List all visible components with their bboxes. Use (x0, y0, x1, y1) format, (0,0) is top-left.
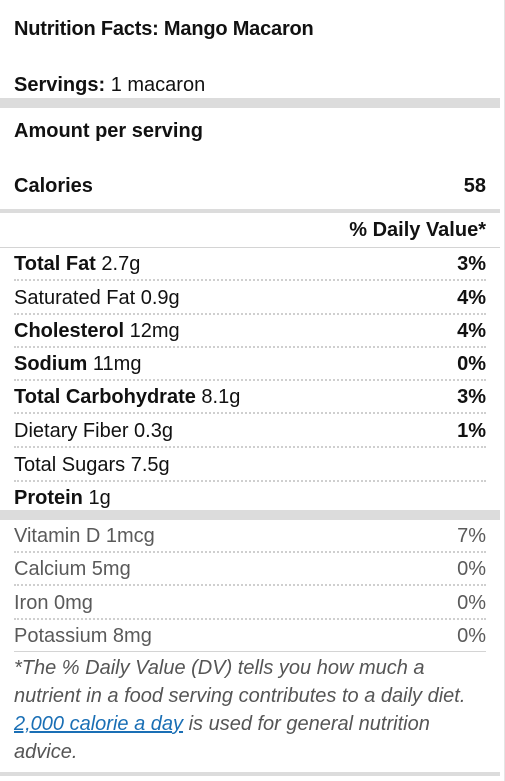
nutrient-amount: 2.7g (95, 252, 141, 275)
nutrient-amount: 0.3g (128, 419, 173, 442)
nutrient-amount: 8.1g (195, 385, 241, 408)
footnote-text: *The % Daily Value (DV) tells you how mu… (14, 657, 466, 707)
divider (0, 247, 500, 248)
vitamin-name: Vitamin D (14, 524, 101, 547)
nutrient-row-cholesterol: Cholesterol 12mg 4% (14, 316, 486, 348)
vitamin-row-iron: Iron 0mg 0% (14, 588, 486, 620)
servings-line: Servings: 1 macaron (14, 74, 205, 97)
nutrient-dv: 3% (457, 252, 486, 275)
nutrient-amount: 12mg (124, 319, 180, 342)
nutrient-row-total-carbohydrate: Total Carbohydrate 8.1g 3% (14, 382, 486, 414)
daily-value-footnote: *The % Daily Value (DV) tells you how mu… (14, 654, 490, 766)
nutrient-amount: 7.5g (125, 453, 170, 476)
nutrient-name: Dietary Fiber (14, 419, 129, 442)
vitamin-amount: 0mg (48, 591, 93, 614)
nutrient-row-saturated-fat: Saturated Fat 0.9g 4% (14, 283, 486, 315)
nutrient-dv: 4% (457, 319, 486, 342)
nutrient-row-dietary-fiber: Dietary Fiber 0.3g 1% (14, 416, 486, 448)
thick-divider (0, 98, 500, 108)
nutrient-row-total-fat: Total Fat 2.7g 3% (14, 249, 486, 281)
vitamin-row-potassium: Potassium 8mg 0% (14, 621, 486, 652)
nutrient-row-sodium: Sodium 11mg 0% (14, 349, 486, 381)
nutrient-dv: 1% (457, 419, 486, 442)
vitamin-dv: 0% (457, 591, 486, 614)
calories-value: 58 (463, 175, 486, 197)
nutrient-amount: 0.9g (135, 286, 180, 309)
vitamin-dv: 7% (457, 524, 486, 547)
vitamin-row-vitamin-d: Vitamin D 1mcg 7% (14, 521, 486, 553)
nutrient-name: Total Sugars (14, 453, 126, 476)
footnote-text-end: is used for general nutrition advice. (14, 713, 430, 763)
label-title: Nutrition Facts: Mango Macaron (14, 18, 314, 40)
vitamin-dv: 0% (457, 624, 486, 647)
nutrient-name: Sodium (14, 352, 88, 375)
thick-divider (0, 510, 500, 520)
calories-label: Calories (14, 175, 93, 197)
nutrient-amount: 11mg (87, 352, 142, 375)
nutrient-name: Total Carbohydrate (14, 385, 196, 408)
nutrient-row-total-sugars: Total Sugars 7.5g (14, 450, 486, 482)
vitamin-amount: 1mcg (100, 524, 155, 547)
nutrient-dv: 0% (457, 352, 486, 375)
vitamin-dv: 0% (457, 557, 486, 580)
nutrient-amount: 1g (82, 486, 111, 509)
calories-row: Calories 58 (14, 175, 486, 198)
amount-per-serving: Amount per serving (14, 120, 203, 142)
daily-value-header: % Daily Value* (349, 219, 486, 241)
vitamin-name: Potassium (14, 624, 108, 647)
nutrient-dv: 4% (457, 286, 486, 309)
servings-label: Servings: (14, 74, 106, 96)
medium-divider (0, 209, 500, 213)
vitamin-row-calcium: Calcium 5mg 0% (14, 554, 486, 586)
calorie-guidance-link[interactable]: 2,000 calorie a day (14, 713, 184, 735)
servings-value: 1 macaron (105, 74, 206, 96)
nutrient-name: Cholesterol (14, 319, 125, 342)
vitamin-name: Calcium (14, 557, 87, 580)
nutrient-name: Saturated Fat (14, 286, 136, 309)
vitamin-name: Iron (14, 591, 49, 614)
bottom-divider (0, 772, 500, 776)
nutrient-name: Protein (14, 486, 83, 509)
nutrient-dv: 3% (457, 385, 486, 408)
nutrient-name: Total Fat (14, 252, 96, 275)
nutrient-row-protein: Protein 1g (14, 483, 486, 513)
vitamin-amount: 8mg (107, 624, 152, 647)
vitamin-amount: 5mg (86, 557, 131, 580)
